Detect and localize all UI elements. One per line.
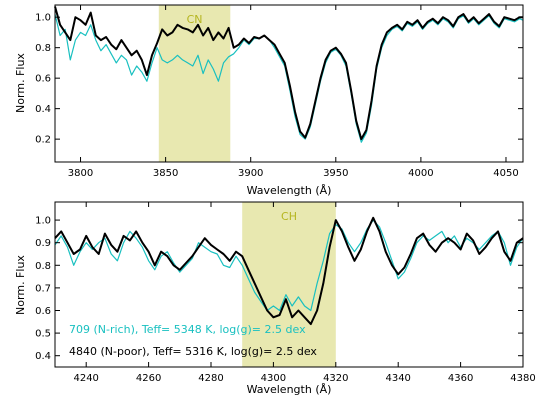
bottom-x-tick-label: 4280: [198, 373, 223, 384]
top-x-axis-label: Wavelength (Å): [247, 184, 332, 197]
bottom-x-tick-label: 4240: [73, 373, 98, 384]
bottom-x-tick-label: 4360: [448, 373, 473, 384]
bottom-y-tick-label: 0.7: [35, 283, 51, 294]
bottom-band-label: CH: [281, 210, 297, 223]
top-y-tick-label: 1.0: [35, 13, 51, 24]
bottom-y-axis-label: Norm. Flux: [14, 255, 27, 315]
bottom-x-tick-label: 4300: [261, 373, 286, 384]
top-y-axis-label: Norm. Flux: [14, 53, 27, 113]
top-x-tick-label: 3950: [323, 168, 348, 179]
bottom-x-ticks: 4240 4260 4280 4300 4320 4340 4360 4380: [73, 202, 536, 384]
top-band-label: CN: [187, 13, 203, 26]
top-y-tick-label: 0.8: [35, 43, 51, 54]
top-y-tick-label: 0.4: [35, 104, 51, 115]
bottom-y-tick-label: 1.0: [35, 216, 51, 227]
bottom-ch-band: [242, 202, 336, 367]
bottom-panel: 4240 4260 4280 4300 4320 4340 4360 4380 0.40.50…: [14, 201, 536, 396]
bottom-y-tick-label: 0.9: [35, 238, 51, 249]
legend-entry-n-rich: 709 (N-rich), Teff= 5348 K, log(g)= 2.5 …: [69, 323, 306, 336]
legend-entry-n-poor: 4840 (N-poor), Teff= 5316 K, log(g)= 2.5…: [69, 345, 317, 358]
top-panel: 3800 3850 3900 3950 4000 4050 0.2 0.4 0.6 0.8 1.0…: [14, 4, 524, 197]
top-x-tick-label: 3850: [153, 168, 178, 179]
bottom-x-tick-label: 4260: [136, 373, 161, 384]
top-x-tick-label: 4000: [408, 168, 433, 179]
bottom-y-tick-label: 0.8: [35, 261, 51, 272]
top-plot-frame: [54, 4, 524, 163]
top-x-ticks: 3800 3850 3900 3950 4000 4050: [68, 5, 519, 179]
bottom-x-axis-label: Wavelength (Å): [247, 383, 332, 396]
top-x-tick-label: 3800: [68, 168, 93, 179]
bottom-series-n-poor: [54, 216, 524, 326]
bottom-y-tick-label: 0.4: [35, 351, 51, 362]
bottom-x-tick-label: 4380: [510, 373, 535, 384]
bottom-y-tick-label: 0.6: [35, 306, 51, 317]
top-y-tick-label: 0.6: [35, 74, 51, 85]
top-series-n-poor: [54, 6, 523, 141]
top-x-tick-label: 3900: [238, 168, 263, 179]
bottom-y-tick-label: 0.5: [35, 329, 51, 340]
top-y-tick-label: 0.2: [35, 135, 51, 146]
bottom-x-tick-label: 4340: [385, 373, 410, 384]
bottom-plot-frame: [54, 201, 524, 368]
bottom-x-tick-label: 4320: [323, 373, 348, 384]
top-x-tick-label: 4050: [493, 168, 518, 179]
bottom-y-ticks: 0.4 0.5 0.6 0.7 0.8 0.9 1.0: [35, 216, 523, 362]
top-y-ticks: 0.2 0.4 0.6 0.8 1.0: [35, 13, 523, 146]
